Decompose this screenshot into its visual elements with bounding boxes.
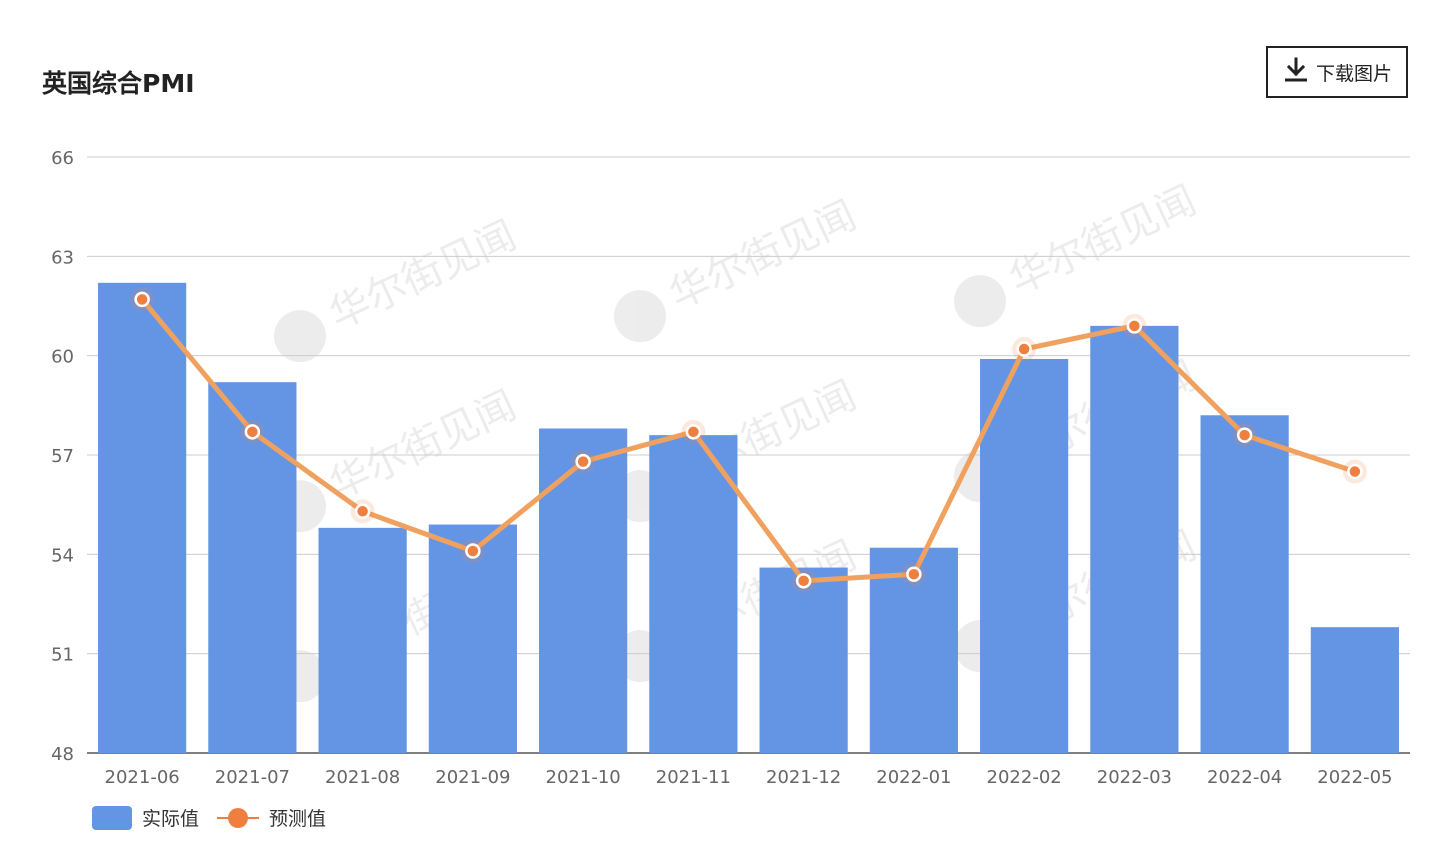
download-icon	[1282, 56, 1310, 88]
x-axis-labels: 2021-06 2021-07 2021-08 2021-09 2021-10 2021-…	[105, 767, 1393, 788]
bar-2021-12	[759, 567, 848, 753]
x-tick-label: 2021-07	[215, 767, 290, 788]
x-tick-label: 2022-03	[1097, 767, 1172, 788]
bar-2022-02	[980, 358, 1069, 753]
watermark: 华尔街见闻	[274, 212, 524, 363]
bar-2022-05	[1310, 627, 1399, 753]
legend-label-forecast: 预测值	[269, 808, 327, 830]
bar-2021-06	[98, 282, 187, 753]
download-button-label: 下载图片	[1315, 62, 1392, 85]
forecast-point-2022-04	[1236, 427, 1253, 443]
y-tick-label: 48	[51, 744, 74, 765]
bar-2021-11	[649, 435, 738, 753]
bar-2022-04	[1200, 415, 1289, 753]
x-tick-label: 2021-08	[325, 767, 400, 788]
bar-2021-10	[539, 428, 628, 753]
bar-2021-07	[208, 382, 297, 753]
forecast-point-2021-08	[354, 503, 371, 520]
forecast-point-2022-03	[1126, 318, 1143, 334]
forecast-point-2021-07	[244, 424, 261, 440]
legend-label-actual: 实际值	[142, 808, 200, 830]
bar-2021-08	[318, 527, 407, 753]
watermark-logo-icon	[274, 310, 327, 363]
forecast-point-2021-06	[134, 291, 150, 308]
legend: 实际值 预测值	[92, 804, 344, 831]
legend-item-actual[interactable]: 实际值	[92, 804, 199, 831]
forecast-line	[140, 297, 1356, 584]
forecast-point-2021-11	[685, 424, 702, 440]
watermark-text: 华尔街见闻	[663, 192, 864, 318]
x-tick-label: 2021-12	[766, 767, 841, 788]
forecast-point-2021-12	[795, 573, 812, 589]
y-tick-label: 63	[51, 247, 74, 268]
x-tick-label: 2022-02	[987, 767, 1062, 788]
watermark: 华尔街见闻	[614, 192, 864, 343]
y-tick-label: 54	[51, 545, 74, 566]
bar-2021-09	[428, 524, 517, 753]
forecast-point-2021-09	[465, 543, 481, 559]
download-image-button[interactable]: 下载图片	[1266, 46, 1408, 98]
legend-line-swatch	[217, 806, 260, 830]
forecast-point-2022-01	[906, 566, 922, 582]
watermark-logo-icon	[954, 275, 1007, 328]
x-tick-label: 2022-04	[1207, 767, 1282, 788]
watermark-logo-icon	[614, 290, 667, 343]
x-tick-label: 2022-05	[1317, 767, 1392, 788]
x-tick-label: 2021-11	[656, 767, 731, 788]
x-tick-label: 2021-06	[105, 767, 180, 788]
y-tick-label: 57	[51, 446, 74, 467]
watermark-text: 华尔街见闻	[323, 382, 524, 508]
x-tick-label: 2021-09	[435, 767, 510, 788]
y-tick-label: 51	[51, 645, 74, 666]
forecast-point-2022-02	[1016, 341, 1032, 357]
pmi-chart: 华尔街见闻华尔街见闻华尔街见闻华尔街见闻华尔街见闻华尔街见闻华尔街见闻华尔街见闻…	[51, 148, 1410, 788]
grid-lines	[87, 156, 1410, 754]
forecast-point-2021-10	[575, 453, 591, 470]
y-tick-label: 60	[51, 347, 74, 368]
bar-2022-03	[1090, 325, 1179, 753]
legend-item-forecast[interactable]: 预测值	[217, 804, 326, 831]
x-tick-label: 2021-10	[546, 767, 621, 788]
line-series	[130, 287, 1367, 593]
watermark: 华尔街见闻	[274, 382, 524, 533]
bar-series	[98, 282, 1399, 753]
y-tick-label: 66	[51, 148, 74, 169]
watermark-text: 华尔街见闻	[323, 212, 524, 338]
chart-title: 英国综合PMI	[42, 69, 195, 98]
forecast-point-2022-05	[1347, 463, 1363, 480]
x-tick-label: 2022-01	[876, 767, 951, 788]
y-axis-labels: 48 51 54 57 60 63 66	[51, 148, 74, 765]
legend-bar-swatch	[92, 805, 132, 830]
watermark-text: 华尔街见闻	[1003, 177, 1204, 303]
